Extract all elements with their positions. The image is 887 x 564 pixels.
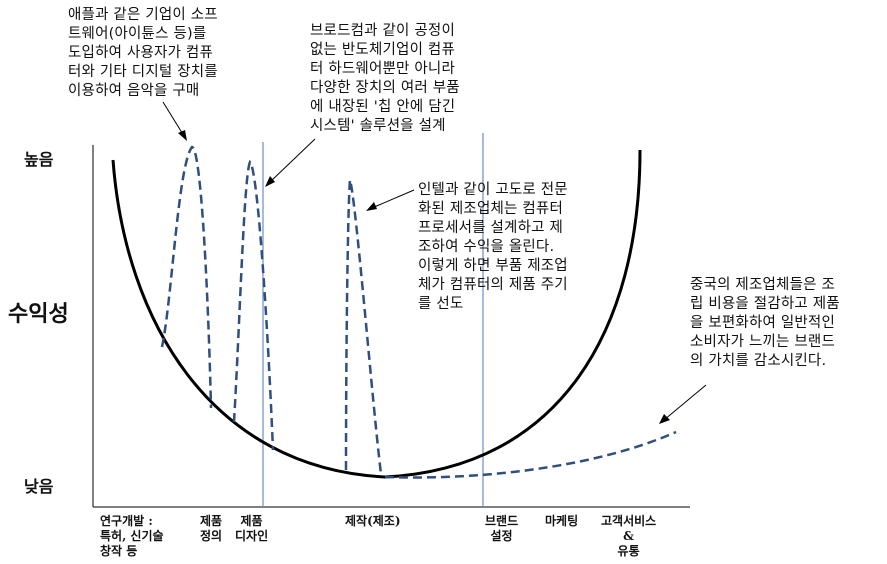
stage-label-product-definition: 제품 정의 <box>200 514 223 543</box>
annotation-china: 중국의 제조업체들은 조 립 비용을 절감하고 제품 을 보편화하여 일반적인 … <box>690 277 840 369</box>
stage-label-customer-service: 고객서비스 & 유통 <box>601 514 657 558</box>
arrow-broadcom <box>265 138 316 187</box>
stage-label-branding: 브랜드 설정 <box>485 514 519 543</box>
stage-label-manufacturing: 제작(제조) <box>345 514 401 528</box>
dashed-curve-apple <box>160 145 213 409</box>
stage-label-rnd: 연구개발 : 특허, 신기술 창작 등 <box>100 514 164 558</box>
y-axis-high-label: 높음 <box>24 150 54 169</box>
y-axis-low-label: 낮음 <box>24 477 54 496</box>
dashed-curve-china <box>384 430 677 479</box>
arrow-intel <box>366 189 415 211</box>
annotation-broadcom: 브로드컴과 같이 공정이 없는 반도체기업이 컴퓨 터 하드웨어뿐만 아니라 다… <box>310 23 460 134</box>
y-axis-title: 수익성 <box>8 301 69 327</box>
dashed-curve-broadcom <box>232 159 275 451</box>
annotation-intel: 인텔과 같이 고도로 전문 화된 제조업체는 컴퓨터 프로세서를 설계하고 제 … <box>418 182 568 312</box>
arrow-apple <box>162 101 187 141</box>
stage-label-marketing: 마케팅 <box>545 514 579 528</box>
dashed-curve-intel <box>344 179 383 475</box>
annotation-apple: 애플과 같은 기업이 소프 트웨어(아이튠스 등)를 도입하여 사용자가 컴퓨 … <box>68 7 218 99</box>
stage-label-product-design: 제품 디자인 <box>235 514 269 543</box>
arrow-china <box>659 384 707 424</box>
